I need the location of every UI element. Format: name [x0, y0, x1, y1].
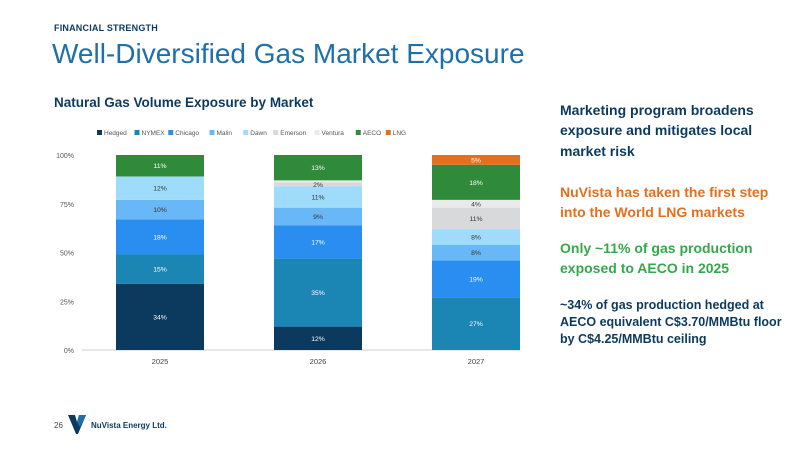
page-title: Well-Diversified Gas Market Exposure — [52, 38, 525, 69]
legend-swatch — [273, 130, 279, 135]
bar-segment — [274, 182, 362, 187]
legend-swatch — [314, 130, 320, 135]
bar-segment — [432, 297, 520, 350]
bar-data-label: 11% — [153, 163, 166, 170]
company-name: NuVista Energy Ltd. — [91, 421, 167, 430]
y-tick-label: 50% — [60, 251, 74, 258]
callout-aeco-exposure: Only ~11% of gas production exposed to A… — [560, 240, 753, 276]
bar-segment — [274, 207, 362, 226]
legend-label: Hedged — [104, 130, 127, 137]
bar-data-label: 15% — [153, 267, 167, 274]
bar-data-label: 11% — [469, 216, 482, 223]
bar-data-label: 12% — [153, 186, 167, 193]
bar-segment — [432, 229, 520, 245]
legend-label: Chicago — [175, 130, 199, 137]
bar-data-label: 27% — [469, 321, 483, 328]
y-tick-label: 0% — [64, 348, 74, 355]
bar-segment — [274, 186, 362, 208]
bar-data-label: 34% — [153, 314, 167, 321]
x-tick-label: 2026 — [310, 357, 327, 366]
bar-segment — [116, 219, 204, 255]
bar-segment — [432, 199, 520, 208]
section-eyebrow: FINANCIAL STRENGTH — [54, 23, 158, 33]
bar-data-label: 5% — [471, 157, 481, 164]
nuvista-logo-icon — [68, 415, 86, 434]
bar-data-label: 35% — [311, 290, 325, 297]
y-tick-label: 25% — [60, 299, 74, 306]
bar-data-label: 9% — [313, 214, 323, 221]
bar-segment — [116, 155, 204, 177]
bar-data-label: 8% — [471, 250, 481, 257]
bar-segment — [274, 326, 362, 350]
legend-swatch — [385, 130, 391, 135]
legend-swatch — [355, 130, 361, 135]
bar-segment — [274, 225, 362, 259]
bar-data-label: 18% — [469, 180, 483, 187]
bar-segment — [116, 176, 204, 200]
page-number: 26 — [54, 421, 63, 430]
bar-data-label: 11% — [311, 194, 324, 201]
legend-swatch — [209, 130, 215, 135]
x-tick-label: 2027 — [468, 357, 485, 366]
x-tick-label: 2025 — [152, 357, 169, 366]
bar-data-label: 10% — [153, 207, 167, 214]
bar-data-label: 8% — [471, 234, 481, 241]
legend-label: AECO — [363, 130, 381, 137]
chart-title: Natural Gas Volume Exposure by Market — [54, 95, 314, 110]
bar-segment — [274, 180, 362, 183]
y-tick-label: 100% — [56, 153, 74, 160]
legend-label: Emerson — [280, 130, 306, 137]
bar-segment — [432, 164, 520, 200]
callout-marketing-program: Marketing program broadens exposure and … — [560, 102, 754, 159]
legend-swatch — [134, 130, 140, 135]
y-tick-label: 75% — [60, 202, 74, 209]
legend-label: LNG — [393, 130, 406, 137]
bar-segment — [116, 254, 204, 284]
bar-segment — [116, 283, 204, 350]
bar-segment — [274, 155, 362, 181]
bar-segment — [432, 260, 520, 298]
bar-data-label: 17% — [311, 239, 325, 246]
bar-segment — [116, 199, 204, 220]
bar-segment — [432, 207, 520, 230]
legend-label: NYMEX — [142, 130, 166, 137]
bar-data-label: 2% — [313, 182, 323, 189]
bar-data-label: 13% — [311, 165, 325, 172]
bar-segment — [432, 155, 520, 165]
bar-segment — [274, 258, 362, 327]
bar-data-label: 19% — [469, 276, 483, 283]
legend-label: Ventura — [322, 130, 345, 137]
bar-data-label: 12% — [311, 336, 325, 343]
legend-swatch — [168, 130, 174, 135]
callout-hedged: ~34% of gas production hedged at AECO eq… — [560, 298, 782, 346]
bar-data-label: 18% — [153, 234, 167, 241]
legend-label: Malin — [217, 130, 233, 137]
legend-label: Dawn — [250, 130, 267, 137]
callout-lng: NuVista has taken the first step into th… — [560, 184, 769, 220]
bar-data-label: 4% — [471, 201, 481, 208]
legend-swatch — [97, 130, 102, 135]
bar-segment — [432, 244, 520, 261]
legend-swatch — [243, 130, 249, 135]
